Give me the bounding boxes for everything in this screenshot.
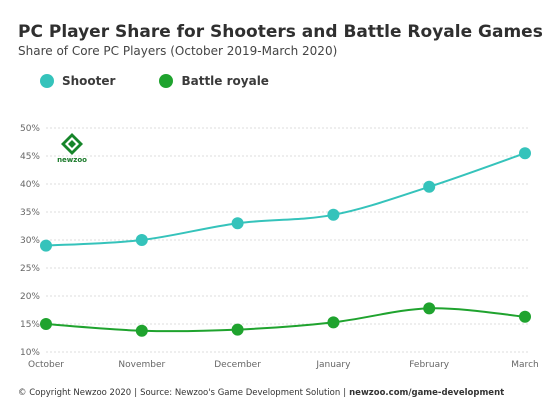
series-line-battle-royale xyxy=(45,307,526,333)
data-point-shooter xyxy=(135,234,148,246)
x-axis-ticks: October November December January February Ma… xyxy=(28,360,539,370)
legend: Shooter Battle royale xyxy=(40,74,313,88)
x-tick-label: February xyxy=(409,360,450,370)
data-point-battle-royale xyxy=(135,324,148,337)
x-tick-label: November xyxy=(118,360,165,370)
y-tick-label: 30% xyxy=(20,236,40,246)
footer-copyright: © Copyright Newzoo 2020 xyxy=(18,388,132,398)
grid-lines xyxy=(46,127,530,353)
y-axis-ticks: 10% 15% 20% 25% 30% 35% 40% 45% 50% xyxy=(20,124,40,358)
chart-title: PC Player Share for Shooters and Battle … xyxy=(18,22,543,42)
data-point-battle-royale xyxy=(519,310,531,323)
legend-label-battle-royale: Battle royale xyxy=(181,74,269,88)
y-tick-label: 40% xyxy=(20,180,40,190)
chart-subtitle: Share of Core PC Players (October 2019-M… xyxy=(18,44,338,58)
legend-item-battle-royale: Battle royale xyxy=(159,74,269,88)
y-tick-label: 50% xyxy=(20,124,40,134)
legend-marker-shooter xyxy=(40,74,54,88)
y-tick-label: 25% xyxy=(20,264,40,274)
y-tick-label: 10% xyxy=(20,348,40,358)
data-point-battle-royale xyxy=(327,316,340,329)
series-lines xyxy=(40,147,531,337)
footer-source: Source: Newzoo's Game Development Soluti… xyxy=(140,388,341,398)
footer-link[interactable]: newzoo.com/game-development xyxy=(349,388,505,398)
newzoo-logo: newzoo xyxy=(57,133,87,164)
data-point-battle-royale xyxy=(231,323,244,336)
data-point-shooter xyxy=(423,180,436,193)
data-point-battle-royale xyxy=(40,318,52,330)
legend-label-shooter: Shooter xyxy=(62,74,116,88)
x-tick-label: March xyxy=(511,360,538,370)
legend-item-shooter: Shooter xyxy=(40,74,115,88)
y-tick-label: 35% xyxy=(20,208,40,218)
newzoo-logo-icon xyxy=(61,133,83,155)
data-point-battle-royale xyxy=(423,302,436,315)
x-tick-label: October xyxy=(28,360,64,370)
y-tick-label: 45% xyxy=(20,152,40,162)
legend-marker-battle-royale xyxy=(159,74,174,88)
data-point-shooter xyxy=(519,147,531,160)
y-tick-label: 20% xyxy=(20,292,40,302)
x-tick-label: January xyxy=(315,360,351,370)
series-line-shooter xyxy=(45,152,526,247)
newzoo-logo-text: newzoo xyxy=(57,156,87,164)
data-point-shooter xyxy=(327,208,340,221)
data-point-shooter xyxy=(40,239,52,252)
y-tick-label: 15% xyxy=(20,320,40,330)
data-point-shooter xyxy=(231,217,244,230)
footer: © Copyright Newzoo 2020 | Source: Newzoo's… xyxy=(18,388,505,398)
x-tick-label: December xyxy=(214,360,261,370)
